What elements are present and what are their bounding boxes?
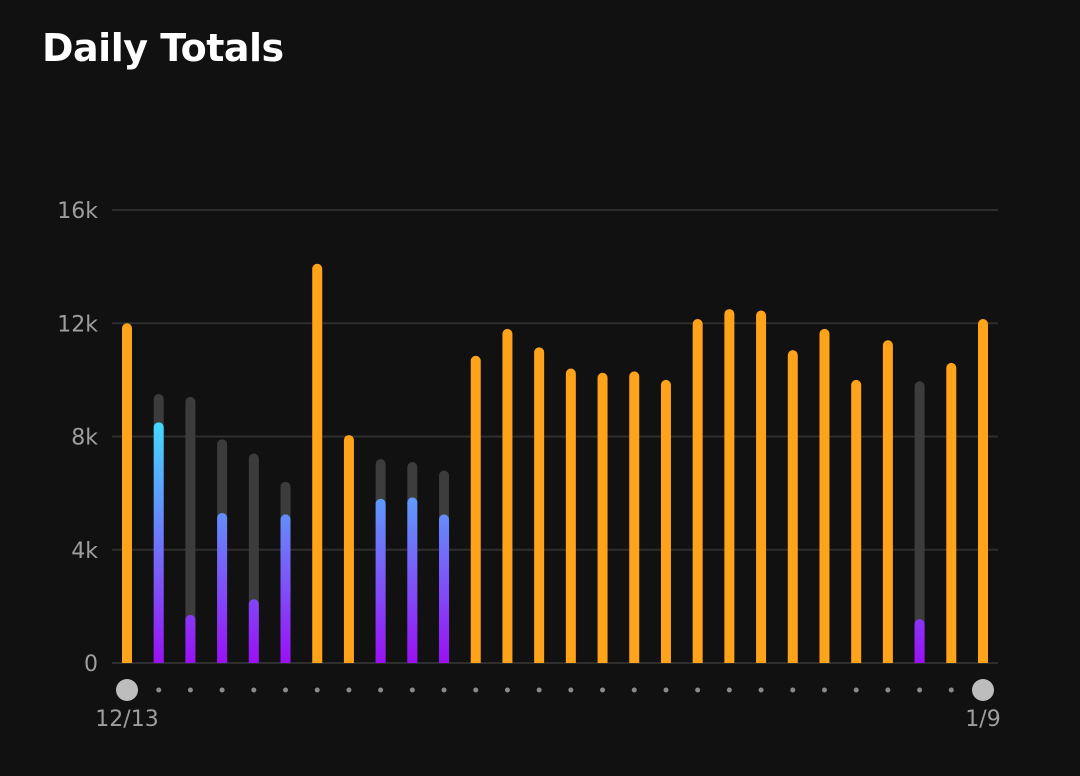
x-axis-dot [251, 687, 257, 693]
day-bar-1-3[interactable] [787, 350, 798, 663]
start-date-label: 12/13 [95, 707, 158, 732]
day-bar-12-18[interactable] [280, 481, 291, 663]
goal-met-bar[interactable] [724, 309, 735, 663]
x-axis-dot [314, 687, 320, 693]
x-axis-dot [473, 687, 479, 693]
day-bar-12-28[interactable] [597, 372, 608, 663]
x-axis-dot [283, 687, 289, 693]
y-tick-label: 16k [57, 199, 98, 224]
goal-met-bar[interactable] [946, 362, 957, 663]
x-axis-dot [758, 687, 764, 693]
x-axis-dot [631, 687, 637, 693]
progress-bar[interactable] [375, 498, 386, 663]
goal-met-bar[interactable] [502, 328, 513, 663]
goal-met-bar[interactable] [629, 371, 640, 663]
progress-bar[interactable] [407, 497, 418, 663]
x-axis-dot [948, 687, 954, 693]
goal-met-bar[interactable] [534, 347, 545, 663]
progress-bar[interactable] [153, 422, 164, 663]
day-bar-1-1[interactable] [724, 309, 735, 663]
range-start-handle[interactable] [116, 679, 138, 701]
grid-lines: 0 4k 8k 12k 16k [57, 199, 998, 677]
day-bar-12-30[interactable] [660, 379, 671, 663]
goal-met-bar[interactable] [312, 263, 323, 663]
x-axis-dot [378, 687, 384, 693]
day-bar-1-2[interactable] [756, 310, 767, 663]
day-bar-12-19[interactable] [312, 263, 323, 663]
y-tick-label: 4k [71, 539, 98, 564]
x-axis-dot [187, 687, 193, 693]
day-bar-1-8[interactable] [946, 362, 957, 663]
day-bar-12-24[interactable] [470, 355, 481, 663]
y-tick-label: 0 [84, 652, 98, 677]
goal-met-bar[interactable] [470, 355, 481, 663]
x-axis-dot [409, 687, 415, 693]
x-axis-dot [790, 687, 796, 693]
day-bar-12-26[interactable] [534, 347, 545, 663]
goal-met-bar[interactable] [851, 379, 862, 663]
x-axis-dot [663, 687, 669, 693]
goal-met-bar[interactable] [597, 372, 608, 663]
goal-met-bar[interactable] [660, 379, 671, 663]
page-title: Daily Totals [42, 26, 284, 70]
progress-bar[interactable] [248, 599, 259, 663]
day-bar-1-9[interactable] [978, 319, 988, 663]
day-bar-12-22[interactable] [407, 461, 418, 663]
day-bar-1-5[interactable] [851, 379, 862, 663]
x-axis-dot [156, 687, 162, 693]
day-bar-1-4[interactable] [819, 328, 830, 663]
progress-bar[interactable] [280, 514, 291, 663]
goal-met-bar[interactable] [819, 328, 830, 663]
progress-bar[interactable] [217, 512, 228, 663]
bars[interactable] [122, 263, 988, 663]
day-bar-1-6[interactable] [882, 340, 893, 663]
range-end-handle[interactable] [972, 679, 994, 701]
y-tick-label: 8k [71, 426, 98, 451]
goal-track-bar [185, 396, 196, 663]
day-bar-12-17[interactable] [248, 453, 259, 663]
day-bar-12-31[interactable] [692, 319, 703, 663]
x-axis-dot [441, 687, 447, 693]
progress-bar[interactable] [185, 614, 196, 663]
goal-met-bar[interactable] [978, 319, 988, 663]
goal-track-bar [914, 381, 925, 663]
goal-met-bar[interactable] [756, 310, 767, 663]
x-axis-dot [917, 687, 923, 693]
x-axis-dot [504, 687, 510, 693]
day-bar-1-7[interactable] [914, 381, 925, 663]
x-axis-dot [726, 687, 732, 693]
day-bar-12-21[interactable] [375, 459, 386, 663]
day-bar-12-13[interactable] [122, 323, 132, 663]
day-bar-12-14[interactable] [153, 394, 164, 663]
x-axis-dot [600, 687, 606, 693]
goal-met-bar[interactable] [565, 368, 576, 663]
day-bar-12-16[interactable] [217, 439, 228, 663]
day-bar-12-23[interactable] [439, 470, 450, 663]
day-bar-12-25[interactable] [502, 328, 513, 663]
x-axis-dot [695, 687, 701, 693]
goal-met-bar[interactable] [787, 350, 798, 663]
x-axis-dot [885, 687, 891, 693]
y-tick-label: 12k [57, 312, 98, 337]
x-axis-dot [853, 687, 859, 693]
x-axis-dot [219, 687, 225, 693]
progress-bar[interactable] [439, 514, 450, 663]
day-bar-12-15[interactable] [185, 396, 196, 663]
x-axis-dot [536, 687, 542, 693]
progress-bar[interactable] [914, 619, 925, 663]
x-axis: 12/13 1/9 [95, 679, 1001, 732]
x-axis-dot [568, 687, 574, 693]
day-bar-12-27[interactable] [565, 368, 576, 663]
end-date-label: 1/9 [965, 707, 1000, 732]
goal-met-bar[interactable] [882, 340, 893, 663]
goal-met-bar[interactable] [692, 319, 703, 663]
day-bar-12-29[interactable] [629, 371, 640, 663]
x-axis-dot [821, 687, 827, 693]
day-bar-12-20[interactable] [343, 435, 354, 663]
x-axis-dot [346, 687, 352, 693]
goal-met-bar[interactable] [122, 323, 132, 663]
goal-met-bar[interactable] [343, 435, 354, 663]
